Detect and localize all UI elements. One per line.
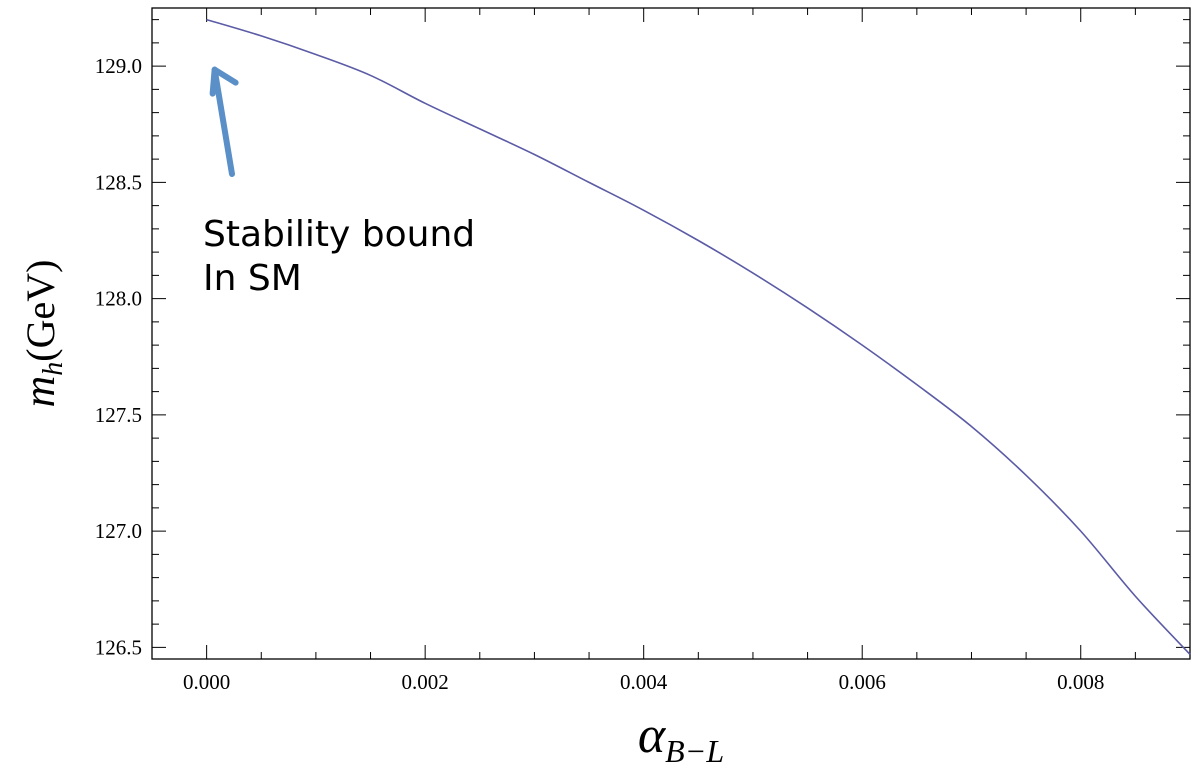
x-axis-title: αB−L — [638, 707, 724, 769]
x-tick-label: 0.006 — [839, 670, 886, 694]
annotation-text-line-2: In SM — [203, 258, 302, 299]
annotation: Stability bound In SM — [203, 66, 475, 299]
x-axis-tick-labels: 0.000 0.002 0.004 0.006 0.008 — [183, 670, 1104, 694]
y-tick-label: 128.0 — [95, 287, 142, 311]
x-tick-label: 0.008 — [1057, 670, 1104, 694]
y-tick-label: 127.0 — [95, 519, 142, 543]
series-line — [206, 18, 1191, 655]
y-axis-tick-labels: 126.5 127.0 127.5 128.0 128.5 129.0 — [95, 54, 142, 659]
y-axis-ticks — [152, 19, 1190, 648]
y-tick-label: 126.5 — [95, 635, 142, 659]
x-tick-label: 0.002 — [402, 670, 449, 694]
x-axis-ticks — [151, 8, 1191, 659]
x-tick-label: 0.000 — [183, 670, 230, 694]
y-tick-label: 127.5 — [95, 403, 142, 427]
annotation-arrow-head-icon — [209, 66, 239, 97]
y-tick-label: 128.5 — [95, 170, 142, 194]
annotation-text-line-1: Stability bound — [203, 214, 475, 255]
annotation-arrow-shaft — [211, 66, 235, 177]
y-tick-label: 129.0 — [95, 54, 142, 78]
plot-frame — [151, 7, 1191, 660]
y-axis-title: mh(GeV) — [15, 260, 69, 408]
x-tick-label: 0.004 — [620, 670, 668, 694]
